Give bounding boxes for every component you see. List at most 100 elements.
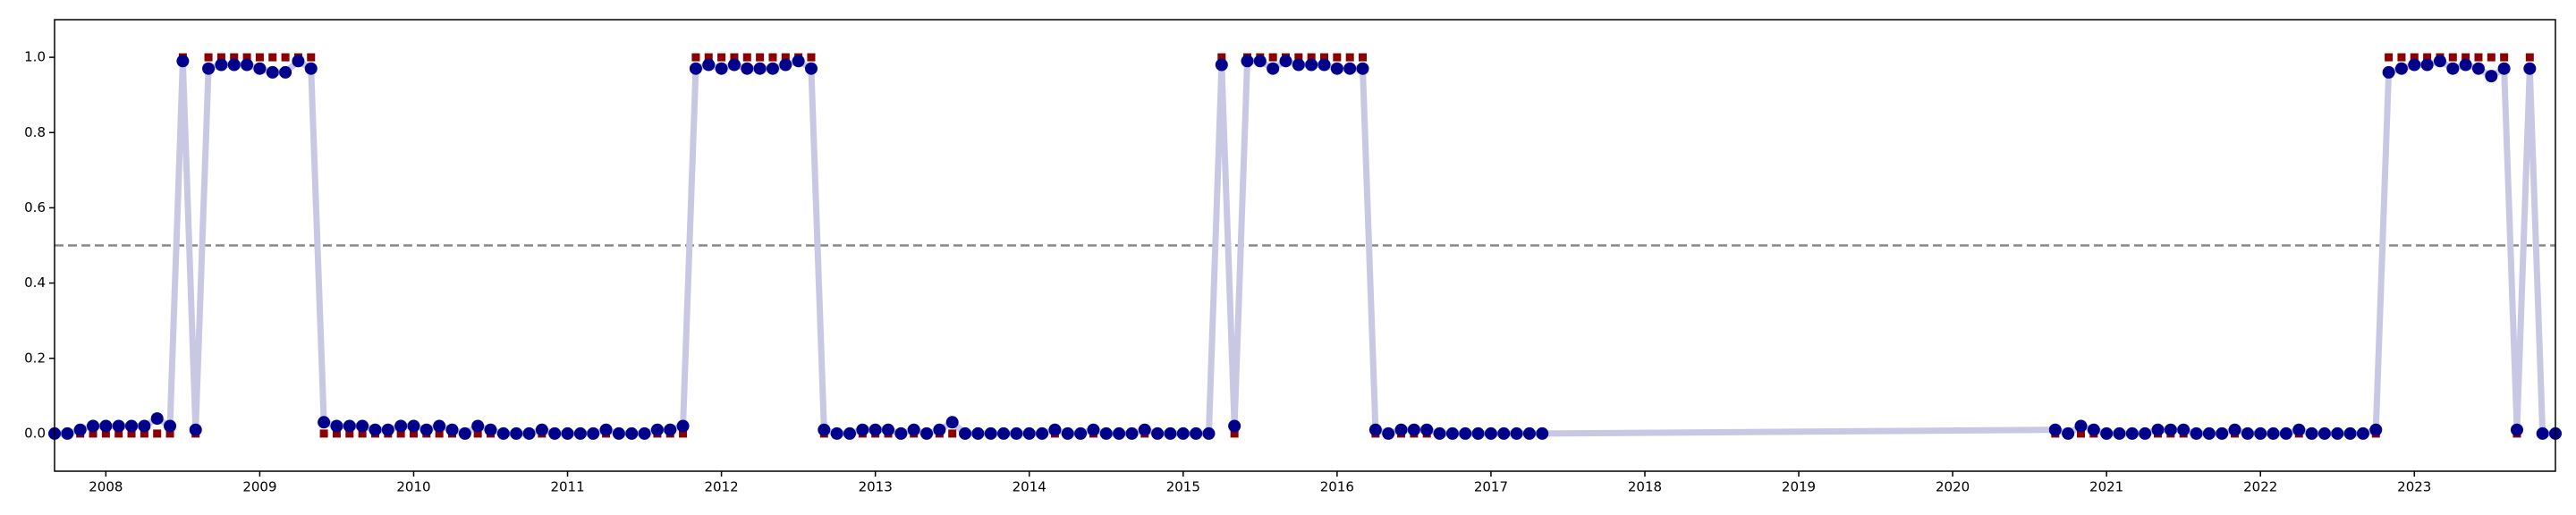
predicted-marker [99,419,113,433]
actual-marker [2474,53,2483,62]
predicted-marker [458,426,471,440]
actual-marker [807,53,816,62]
predicted-marker [381,423,394,436]
actual-marker [345,429,354,438]
predicted-marker [1061,426,1074,440]
predicted-marker [2420,58,2434,72]
predicted-marker [1292,58,1305,72]
predicted-marker [612,426,625,440]
predicted-marker [1445,426,1459,440]
predicted-marker [1471,426,1485,440]
predicted-marker [445,423,459,436]
predicted-marker [2151,423,2165,436]
actual-marker [114,429,123,438]
predicted-marker [2292,423,2306,436]
predicted-marker [176,55,190,68]
actual-marker [396,429,405,438]
y-tick-label: 0.8 [24,124,46,140]
actual-marker [742,53,751,62]
actual-marker [165,429,174,438]
actual-marker [768,53,777,62]
actual-marker [2397,53,2406,62]
predicted-marker [1010,426,1023,440]
actual-marker [2410,53,2419,62]
actual-marker [255,53,264,62]
actual-marker [1359,53,1368,62]
predicted-marker [727,58,741,72]
predicted-marker [1074,426,1088,440]
predicted-marker [702,58,716,72]
predicted-marker [971,426,985,440]
predicted-marker [548,426,562,440]
actual-marker [1268,53,1277,62]
predicted-marker [2279,426,2292,440]
predicted-marker [535,423,548,436]
predicted-marker [496,426,510,440]
actual-marker [717,53,726,62]
predicted-marker [2433,55,2446,68]
predicted-marker [1356,62,1369,75]
predicted-marker [753,62,767,75]
predicted-marker [1305,58,1318,72]
predicted-marker [1215,58,1228,72]
actual-marker [1217,53,1226,62]
predicted-marker [894,426,908,440]
predicted-marker [573,426,587,440]
actual-marker [2487,53,2496,62]
predicted-marker [2318,426,2331,440]
predicted-marker [2254,426,2267,440]
actual-marker [2525,53,2534,62]
predicted-marker [189,423,202,436]
predicted-marker [1202,426,1216,440]
predicted-marker [2510,423,2523,436]
predicted-marker [804,62,818,75]
predicted-marker [2459,58,2472,72]
x-tick-label: 2017 [1474,479,1508,495]
predicted-marker [1459,426,1472,440]
predicted-marker [215,58,228,72]
predicted-marker [2228,423,2241,436]
predicted-marker [292,55,305,68]
y-tick-label: 1.0 [24,49,46,65]
predicted-marker [664,423,677,436]
predicted-marker [587,426,600,440]
predicted-marker [369,423,382,436]
predicted-marker [2497,62,2511,75]
predicted-marker [1190,426,1203,440]
predicted-marker [2113,426,2126,440]
actual-marker [216,53,225,62]
x-tick-label: 2012 [705,479,739,495]
predicted-marker [1151,426,1165,440]
predicted-marker [882,423,894,436]
predicted-marker [599,423,613,436]
actual-marker [127,429,136,438]
actual-marker [307,53,316,62]
predicted-marker [112,419,125,433]
predicted-marker [1318,58,1331,72]
predicted-marker [792,55,805,68]
predicted-marker [1138,423,1151,436]
predicted-marker [433,419,446,433]
predicted-marker [1176,426,1190,440]
predicted-marker [1420,423,1434,436]
predicted-marker [869,423,882,436]
actual-marker [101,429,110,438]
predicted-marker [907,423,920,436]
predicted-marker [843,426,856,440]
predicted-marker [1036,426,1049,440]
actual-marker [730,53,739,62]
x-tick-label: 2022 [2243,479,2277,495]
predicted-marker [1228,419,1241,433]
predicted-marker [830,426,843,440]
actual-marker [2076,429,2085,438]
predicted-marker [2100,426,2114,440]
x-tick-label: 2019 [1782,479,1816,495]
predicted-marker [150,412,164,426]
actual-marker [358,429,367,438]
predicted-marker [1382,426,1395,440]
predicted-marker [2536,426,2549,440]
actual-marker [230,53,239,62]
actual-marker [153,429,162,438]
predicted-marker [1125,426,1139,440]
actual-marker [2423,53,2432,62]
